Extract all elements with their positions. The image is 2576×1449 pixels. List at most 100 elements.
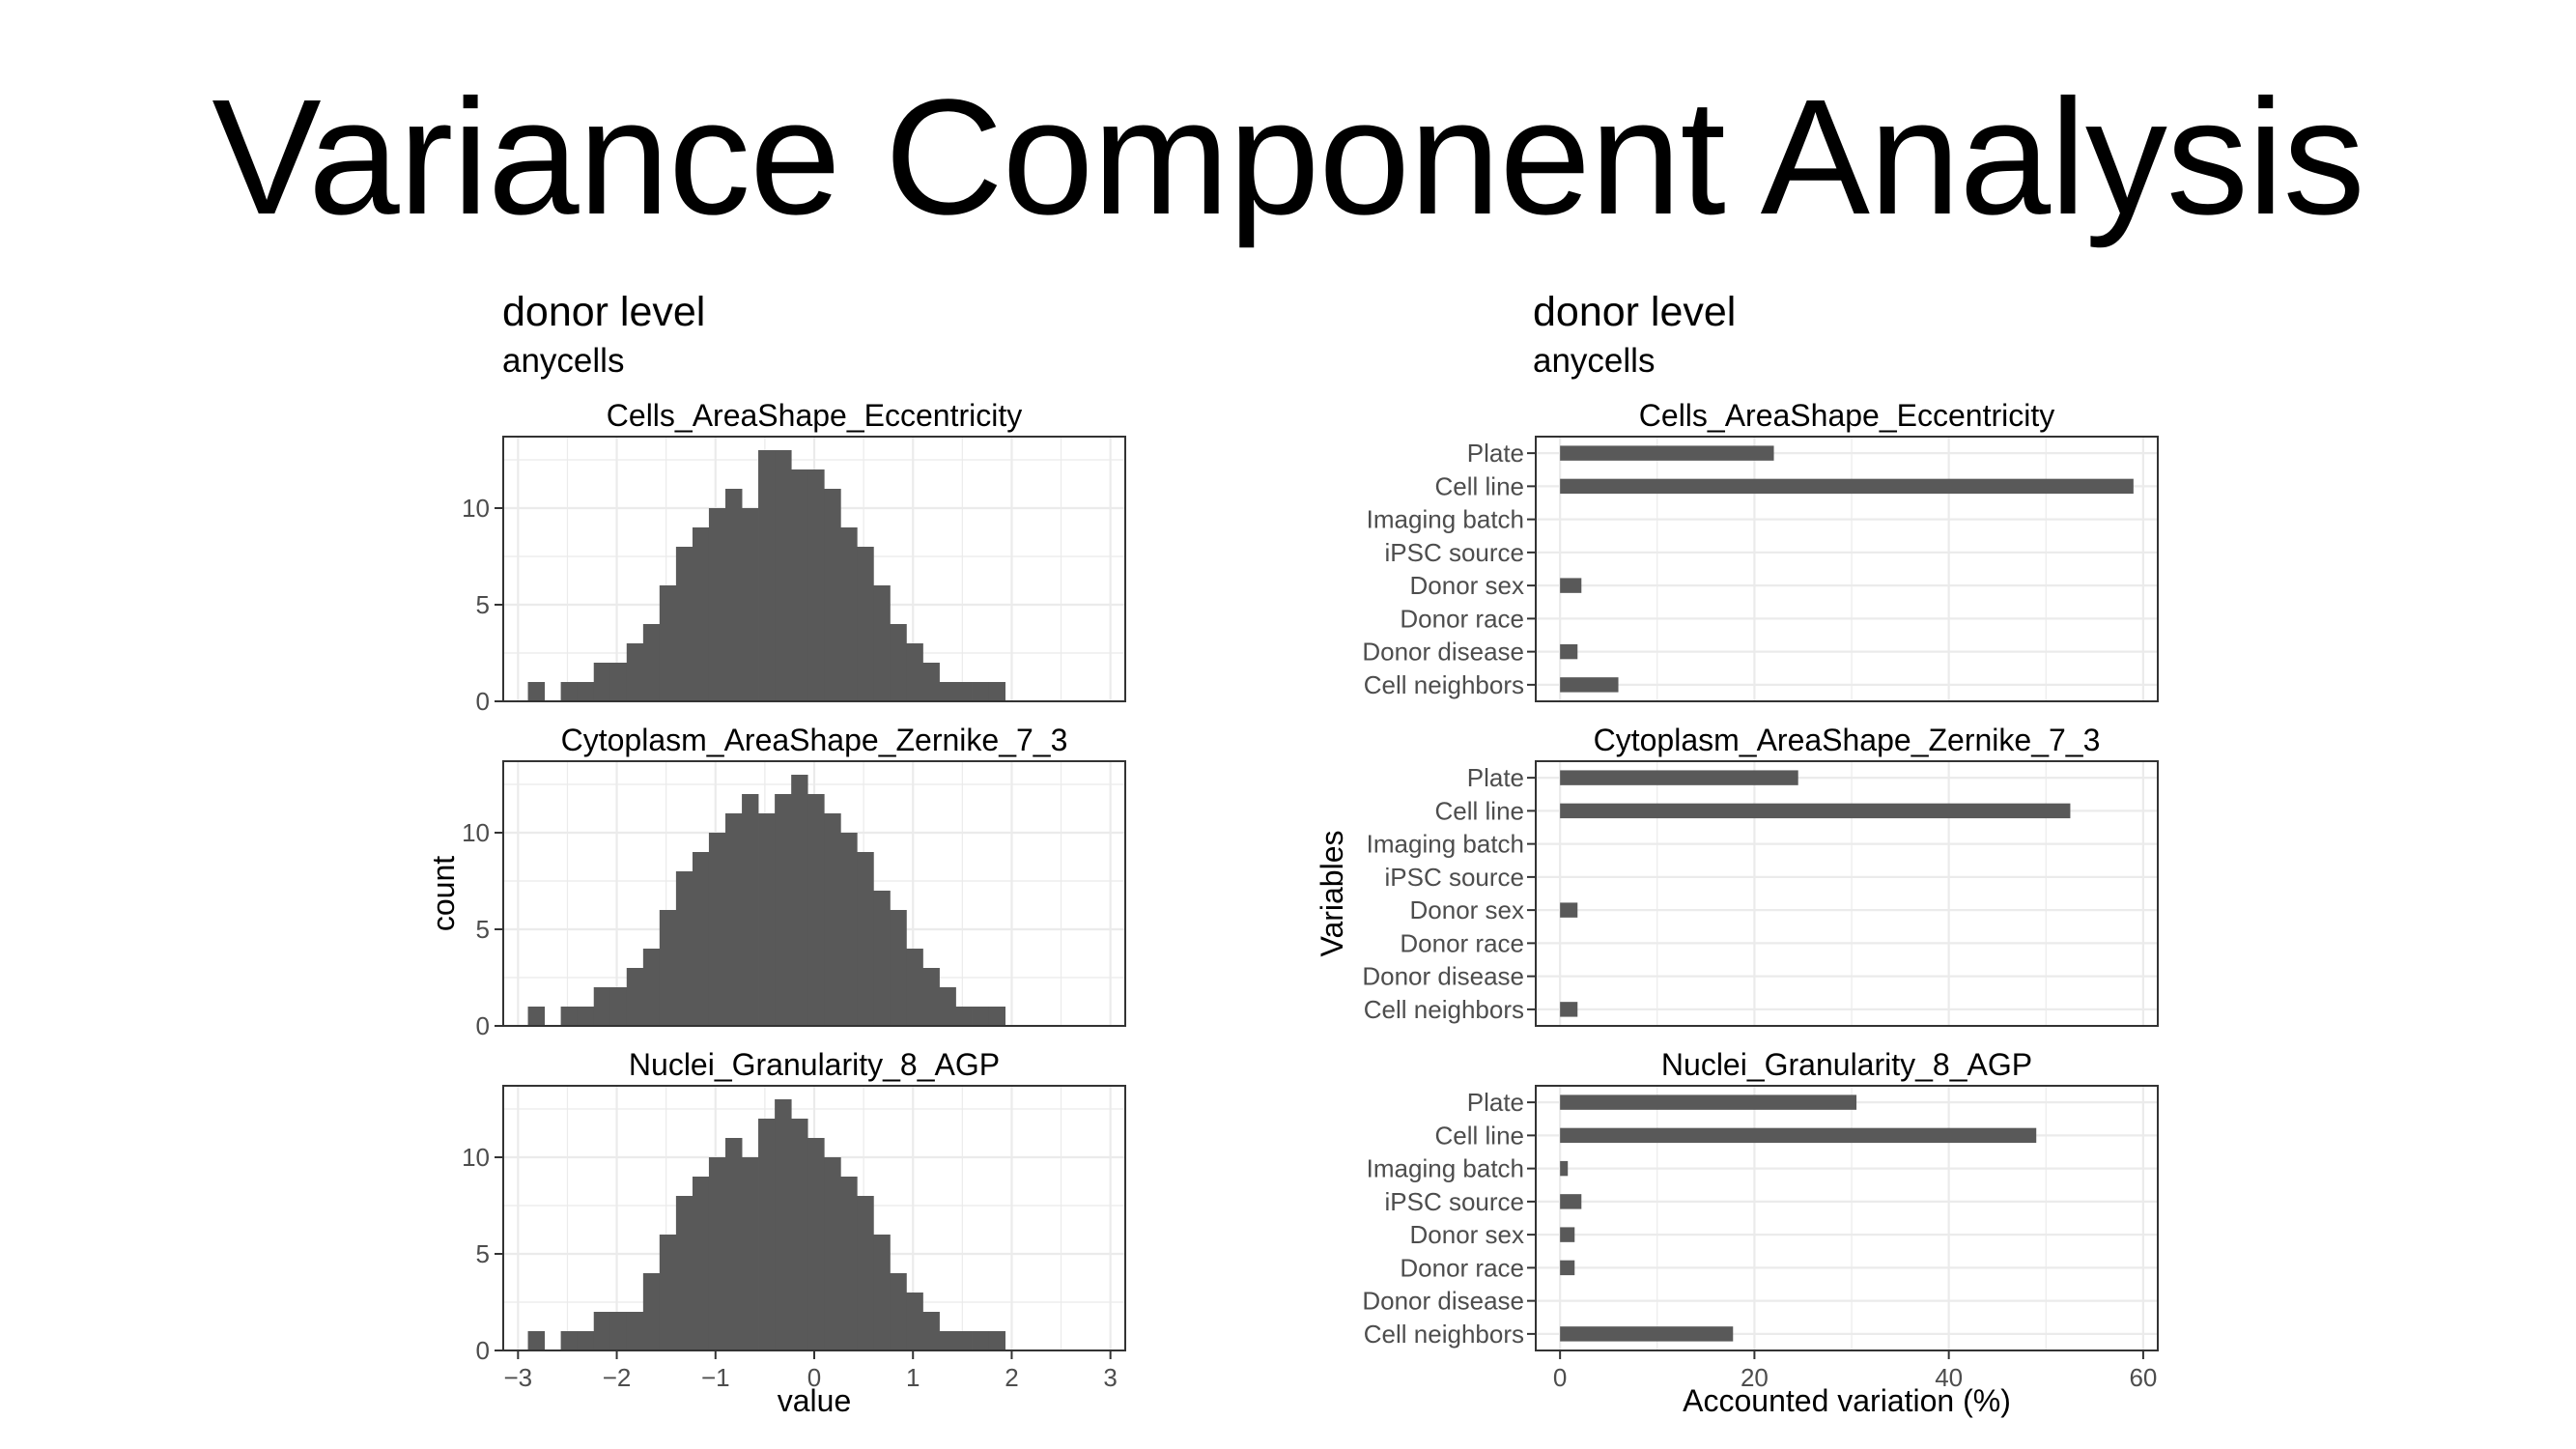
hist-figure-subtitle: anycells	[502, 342, 624, 380]
histogram-figure: donor level anycells Cells_AreaShape_Eccen…	[426, 289, 1126, 1418]
hist-bar	[939, 1331, 956, 1350]
hist-bar	[708, 833, 726, 1026]
hist-bar	[659, 585, 677, 701]
y-tick-label: 10	[462, 818, 490, 847]
panel-border	[502, 760, 1126, 1027]
hist-bar	[527, 1007, 546, 1026]
hist-bar	[857, 1196, 874, 1350]
category-label: Donor race	[1400, 1253, 1524, 1282]
hist-bar	[593, 663, 611, 701]
hist-bar	[972, 1331, 990, 1350]
hist-figure-title: donor level	[502, 289, 705, 335]
vc-bar	[1560, 1002, 1578, 1017]
x-tick-label: 20	[1741, 1363, 1769, 1392]
hist-bar	[840, 833, 858, 1026]
category-label: Donor race	[1400, 604, 1524, 633]
hist-bar	[560, 682, 579, 701]
hist-bar	[775, 794, 792, 1026]
hist-bar	[922, 968, 940, 1026]
hist-bar	[972, 682, 990, 701]
hist-panel-title: Cytoplasm_AreaShape_Zernike_7_3	[561, 723, 1068, 757]
hist-bar	[824, 1157, 841, 1350]
hist-bar	[857, 852, 874, 1026]
vc-panel-title: Nuclei_Granularity_8_AGP	[1661, 1047, 2032, 1082]
vc-panel-title: Cytoplasm_AreaShape_Zernike_7_3	[1594, 723, 2101, 757]
hist-bar	[675, 1196, 694, 1350]
hist-bar	[609, 1312, 628, 1350]
hist-panel-3: Nuclei_Granularity_8_AGP 0 5 10	[462, 1047, 1126, 1365]
hist-bar	[840, 527, 858, 701]
vc-bar	[1560, 770, 1798, 785]
hist-bar	[725, 489, 743, 701]
y-tick-label: 0	[476, 687, 490, 716]
x-tick-label: −1	[701, 1363, 730, 1392]
hist-bar	[758, 450, 776, 701]
category-label: Cell neighbors	[1364, 1320, 1524, 1349]
hist-bar	[824, 489, 841, 701]
vc-bar	[1560, 578, 1582, 593]
hist-bar	[775, 1099, 792, 1350]
y-axis-label: count	[426, 856, 461, 931]
hist-bar	[939, 682, 956, 701]
hist-bar	[692, 1177, 710, 1350]
hist-bar	[807, 794, 825, 1026]
hist-bar	[609, 663, 628, 701]
hist-bar	[527, 682, 546, 701]
hist-bar	[939, 987, 956, 1026]
y-tick-label: 5	[476, 915, 490, 944]
vc-bar	[1560, 1326, 1734, 1342]
vc-panel-3: Nuclei_Granularity_8_AGP Plate Cell line Im…	[1362, 1047, 2159, 1351]
x-tick-label: 2	[1005, 1363, 1018, 1392]
category-label: Donor race	[1400, 928, 1524, 957]
slide-title: Variance Component Analysis	[212, 66, 2364, 249]
hist-bar	[609, 987, 628, 1026]
vc-figure-title: donor level	[1533, 289, 1736, 335]
hist-bar	[758, 813, 776, 1026]
y-tick-label: 0	[476, 1336, 490, 1365]
hist-bar	[742, 1157, 759, 1350]
hist-bar	[593, 987, 611, 1026]
hist-panel-2: Cytoplasm_AreaShape_Zernike_7_3 0 5 10	[462, 723, 1126, 1040]
vc-bar	[1560, 1127, 2037, 1144]
category-label: Cell line	[1435, 1121, 1525, 1150]
y-tick-label: 5	[476, 1239, 490, 1268]
category-label: Plate	[1467, 763, 1524, 792]
hist-bar	[708, 1157, 726, 1350]
hist-bar	[807, 469, 825, 701]
hist-bar	[692, 527, 710, 701]
hist-bar	[890, 910, 907, 1026]
hist-bar	[922, 1312, 940, 1350]
hist-bar	[890, 1273, 907, 1350]
category-label: iPSC source	[1385, 1187, 1525, 1216]
vc-bar	[1560, 1194, 1582, 1209]
vc-bar	[1560, 643, 1578, 660]
hist-bar	[873, 891, 891, 1026]
hist-bar	[692, 852, 710, 1026]
hist-bar	[642, 949, 661, 1026]
x-tick-label: 1	[906, 1363, 920, 1392]
x-tick-label: 0	[1553, 1363, 1567, 1392]
hist-bar	[906, 643, 923, 701]
hist-bar	[791, 1119, 808, 1350]
hist-bar	[626, 1312, 644, 1350]
category-label: Cell neighbors	[1364, 670, 1524, 699]
hist-bar	[626, 968, 644, 1026]
category-label: Cell line	[1435, 796, 1525, 825]
category-label: Imaging batch	[1367, 830, 1524, 859]
hist-bar	[593, 1312, 611, 1350]
y-tick-label: 5	[476, 590, 490, 619]
variance-figure: donor level anycells Cells_AreaShape_Eccen…	[1315, 289, 2159, 1418]
category-label: Imaging batch	[1367, 1154, 1524, 1183]
hist-bar	[988, 1007, 1005, 1026]
vc-bar	[1560, 803, 2071, 819]
x-axis-label: value	[778, 1383, 852, 1418]
y-tick-label: 0	[476, 1011, 490, 1040]
category-label: Donor sex	[1410, 571, 1525, 600]
vc-panel-2: Cytoplasm_AreaShape_Zernike_7_3 Plate Cell…	[1362, 723, 2159, 1027]
category-label: Donor disease	[1362, 638, 1524, 667]
hist-bar	[725, 1138, 743, 1350]
category-label: Donor disease	[1362, 962, 1524, 991]
hist-bar	[873, 1235, 891, 1350]
vc-bar	[1560, 478, 2134, 495]
